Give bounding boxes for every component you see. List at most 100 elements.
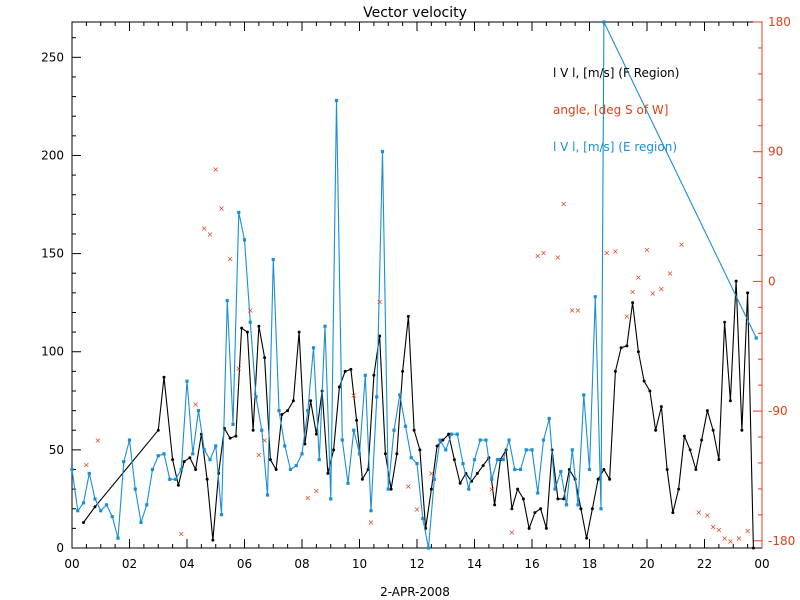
e-region-point [214, 444, 218, 448]
e-region-point [191, 452, 195, 456]
f-region-point [268, 458, 272, 462]
e-region-point [507, 438, 511, 442]
f-region-point [412, 428, 416, 432]
e-region-point [168, 477, 172, 481]
f-region-point [619, 346, 623, 350]
f-region-point [257, 324, 261, 328]
e-region-point [602, 20, 606, 24]
e-region-point [185, 379, 189, 383]
f-region-point [245, 330, 249, 334]
e-region-point [93, 497, 97, 501]
f-region-point [608, 477, 612, 481]
e-region-point [334, 98, 339, 103]
f-region-point [406, 314, 410, 318]
f-region-point [156, 428, 160, 432]
e-region-point [294, 463, 298, 468]
angle-point: × [624, 312, 631, 321]
angle-point: × [612, 247, 619, 256]
e-region-point [242, 238, 247, 242]
e-region-point [386, 487, 390, 491]
e-region-point [357, 452, 362, 456]
e-region-point [449, 432, 454, 436]
e-region-point [127, 438, 132, 442]
f-region-point [527, 526, 531, 530]
e-region-point [513, 467, 517, 472]
legend-entry: l V l, [m/s] (F Region) [553, 66, 679, 80]
angle-point: × [212, 165, 219, 174]
e-region-point [219, 513, 224, 517]
f-region-point [694, 467, 698, 471]
f-region-point [590, 507, 594, 511]
f-region-point [280, 413, 284, 417]
e-region-point [369, 509, 373, 513]
f-region-point [314, 432, 318, 436]
e-region-point [599, 507, 603, 511]
e-region-point [524, 448, 528, 452]
f-region-point [677, 487, 681, 491]
f-region-point [510, 507, 514, 511]
f-region-point [625, 344, 629, 348]
e-region-point [363, 373, 367, 377]
f-region-point [332, 448, 336, 452]
angle-point: × [644, 246, 651, 255]
e-region-point [340, 438, 344, 442]
e-region-point [409, 456, 413, 460]
y-left-tick-label: 150 [41, 247, 64, 261]
e-region-point [576, 503, 580, 507]
f-region-point [389, 487, 393, 491]
f-region-point [171, 458, 175, 462]
e-region-point [225, 299, 229, 303]
e-region-point [248, 320, 252, 324]
e-region-point [179, 467, 183, 472]
angle-point: × [727, 537, 734, 546]
e-region-point [156, 454, 160, 458]
x-axis-label: 2-APR-2008 [380, 585, 450, 599]
e-region-point [139, 520, 143, 525]
angle-point: × [428, 469, 435, 478]
angle-point: × [716, 525, 723, 534]
angle-point: × [560, 200, 567, 209]
f-region-point [326, 471, 330, 475]
angle-point: × [192, 400, 199, 409]
e-region-point [260, 428, 264, 432]
f-region-point [654, 428, 658, 432]
angle-point: × [695, 508, 702, 517]
e-region-point [536, 491, 540, 495]
angle-point: × [658, 285, 665, 294]
e-region-point [426, 546, 431, 550]
angle-point: × [207, 230, 214, 239]
angle-point: × [534, 251, 541, 260]
e-region-point [501, 458, 505, 462]
e-region-point [518, 467, 523, 472]
f-region-point [556, 497, 560, 501]
e-region-point [455, 432, 459, 436]
e-region-point [104, 503, 109, 507]
e-region-point [346, 481, 350, 485]
e-region-point [467, 487, 471, 491]
angle-point: × [629, 287, 636, 296]
x-tick-label: 14 [467, 557, 482, 571]
f-region-point [631, 301, 635, 305]
e-region-point [300, 452, 304, 456]
y-right-tick-label: -180 [768, 534, 795, 548]
e-region-point [587, 467, 592, 472]
x-tick-label: 00 [754, 557, 769, 571]
f-region-point [533, 511, 537, 515]
f-region-point [705, 409, 709, 413]
angle-point: × [247, 306, 254, 315]
x-tick-label: 06 [237, 557, 252, 571]
angle-point: × [227, 254, 234, 263]
e-region-point [231, 422, 235, 426]
f-region-point [435, 444, 439, 448]
x-tick-label: 20 [639, 557, 654, 571]
e-region-point [547, 416, 551, 421]
angle-point: × [744, 527, 751, 536]
e-region-point [329, 497, 333, 501]
e-region-point [150, 467, 155, 472]
f-region-point [303, 442, 307, 446]
e-region-point [277, 409, 281, 413]
e-region-point [380, 149, 385, 154]
f-region-point [234, 434, 238, 438]
x-tick-label: 00 [64, 557, 79, 571]
e-region-point [110, 514, 114, 519]
